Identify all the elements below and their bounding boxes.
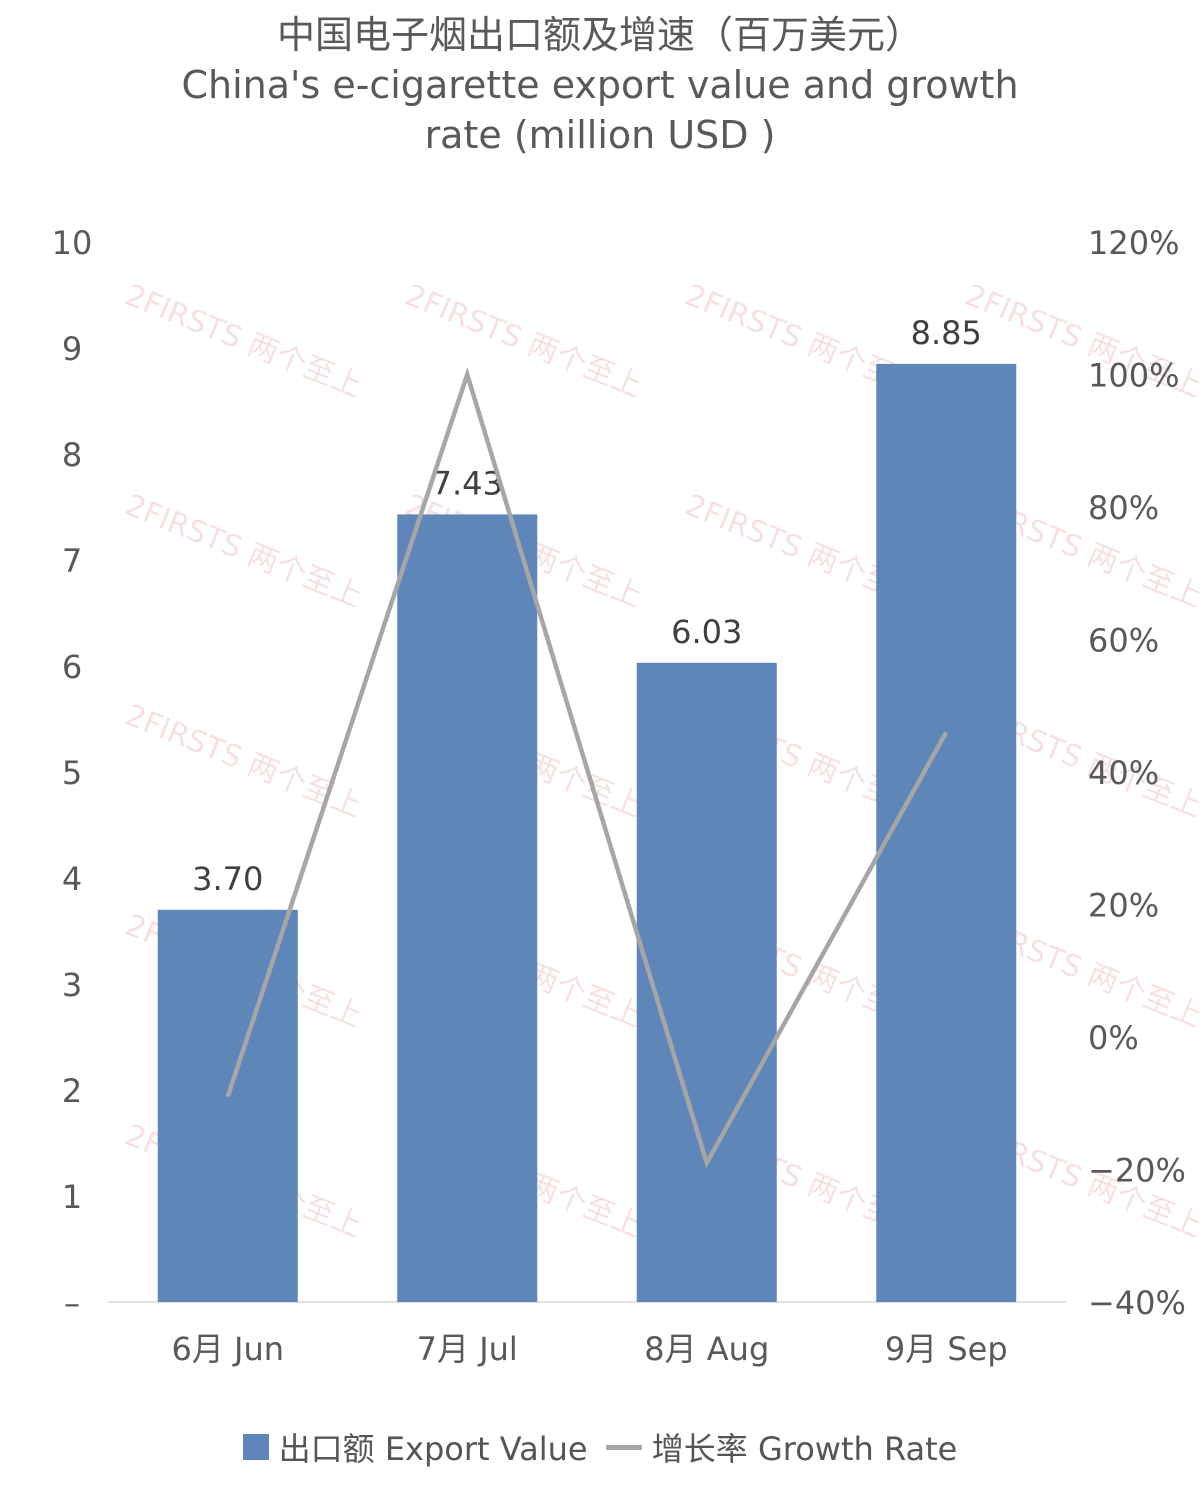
right-axis-tick-label: 40% — [1088, 754, 1159, 792]
left-axis-tick-label: 8 — [62, 436, 82, 474]
left-axis-tick-label: 7 — [62, 542, 82, 580]
right-axis-tick-label: −40% — [1088, 1284, 1186, 1322]
left-axis-tick-label: 4 — [62, 860, 82, 898]
right-axis-tick-label: −20% — [1088, 1152, 1186, 1190]
left-axis-tick-label: 1 — [62, 1178, 82, 1216]
left-axis-tick-label: 3 — [62, 966, 82, 1004]
right-axis-tick-label: 0% — [1088, 1019, 1139, 1057]
watermark-text: 2FIRSTS 两个至上 — [120, 278, 367, 405]
bar-data-label: 7.43 — [432, 464, 503, 502]
bar-export-value — [157, 909, 298, 1302]
chart-legend: 出口额 Export Value 增长率 Growth Rate — [0, 1424, 1200, 1470]
watermark-text: 2FIRSTS 两个至上 — [120, 488, 367, 615]
x-axis-category-label: 7月 Jul — [417, 1330, 518, 1368]
bar-export-value — [876, 363, 1017, 1302]
line-growth-rate — [225, 367, 949, 1169]
x-axis-category-label: 8月 Aug — [644, 1330, 769, 1368]
watermark-text: 2FIRSTS 两个至上 — [400, 278, 647, 405]
left-axis-tick-label: 10 — [52, 224, 93, 262]
bar-data-label: 6.03 — [671, 613, 742, 651]
right-axis-tick-label: 80% — [1088, 489, 1159, 527]
x-axis-category-label: 6月 Jun — [171, 1330, 284, 1368]
left-axis-tick-label: 6 — [62, 648, 82, 686]
legend-swatch-export-value — [242, 1434, 269, 1460]
chart-title: 中国电子烟出口额及增速（百万美元） — [276, 13, 923, 57]
x-axis-category-label: 9月 Sep — [885, 1330, 1008, 1368]
watermark-text: 2FIRSTS 两个至上 — [120, 698, 367, 825]
bar-data-label: 3.70 — [192, 860, 263, 898]
legend-swatch-growth-rate — [605, 1444, 642, 1450]
right-axis-tick-label: 100% — [1088, 357, 1179, 395]
legend-label-growth-rate: 增长率 Growth Rate — [651, 1430, 958, 1468]
left-axis-tick-label: – — [64, 1284, 80, 1322]
chart-subtitle-line1: China's e-cigarette export value and gro… — [181, 63, 1019, 107]
bar-data-label: 8.85 — [911, 314, 982, 352]
left-axis-tick-label: 9 — [62, 330, 82, 368]
chart-subtitle-line2: rate (million USD ) — [424, 113, 776, 157]
bar-export-value — [636, 662, 777, 1302]
bar-export-value — [397, 514, 538, 1302]
left-axis-tick-label: 2 — [62, 1072, 82, 1110]
right-axis-tick-label: 120% — [1088, 224, 1179, 262]
right-axis-tick-label: 20% — [1088, 887, 1159, 925]
right-axis-tick-label: 60% — [1088, 622, 1159, 660]
legend-label-export-value: 出口额 Export Value — [278, 1430, 588, 1468]
left-axis-tick-label: 5 — [62, 754, 82, 792]
